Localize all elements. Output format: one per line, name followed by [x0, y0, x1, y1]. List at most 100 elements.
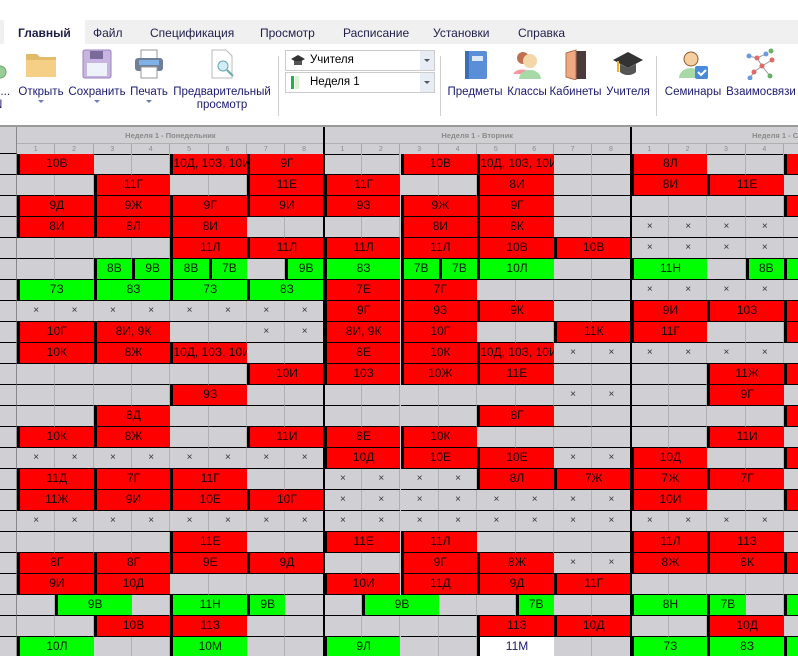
empty-slot[interactable] [323, 217, 363, 238]
empty-slot[interactable] [745, 574, 784, 595]
row-header[interactable] [0, 448, 17, 469]
empty-slot[interactable] [170, 322, 209, 343]
empty-slot[interactable] [553, 406, 593, 427]
row-header[interactable] [0, 553, 17, 574]
empty-slot[interactable] [592, 259, 631, 280]
empty-slot[interactable] [553, 364, 593, 385]
lesson-block[interactable]: 11З [707, 532, 784, 553]
empty-slot[interactable] [94, 637, 133, 656]
empty-slot[interactable] [553, 217, 593, 238]
unavailable-mark[interactable]: × [592, 490, 631, 511]
unavailable-mark[interactable]: × [553, 385, 593, 406]
empty-slot[interactable] [55, 385, 94, 406]
empty-slot[interactable] [554, 637, 593, 656]
unavailable-mark[interactable]: × [400, 469, 439, 490]
row-header[interactable] [0, 280, 17, 301]
lesson-block[interactable]: 8Л [93, 217, 171, 238]
empty-slot[interactable] [477, 532, 516, 553]
empty-slot[interactable] [170, 574, 209, 595]
teachers-button[interactable]: Учителя [605, 48, 651, 99]
lesson-block[interactable]: 10Ж [400, 364, 478, 385]
row-header[interactable] [0, 322, 17, 343]
lesson-block[interactable]: 9Ж [93, 196, 171, 217]
empty-slot[interactable] [55, 175, 94, 196]
subjects-button[interactable]: Предметы [447, 48, 503, 99]
row-header[interactable] [0, 616, 17, 637]
chevron-down-icon[interactable] [420, 73, 434, 92]
unavailable-mark[interactable]: × [477, 490, 516, 511]
print-button[interactable]: Печать [129, 48, 169, 103]
lesson-block[interactable]: 11Г [170, 469, 248, 490]
seminars-button[interactable]: Семинары [663, 48, 723, 99]
unavailable-mark[interactable]: × [438, 490, 478, 511]
lesson-block[interactable]: 11Е [707, 175, 784, 196]
empty-slot[interactable] [592, 532, 631, 553]
empty-slot[interactable] [784, 175, 798, 196]
empty-slot[interactable] [208, 427, 248, 448]
empty-slot[interactable] [477, 280, 516, 301]
lesson-block[interactable]: 9К [477, 301, 554, 322]
lesson-block[interactable]: 11И [247, 427, 324, 448]
empty-slot[interactable] [784, 385, 798, 406]
lesson-block[interactable]: 8И [477, 175, 554, 196]
row-header[interactable] [0, 595, 17, 616]
empty-slot[interactable] [17, 364, 56, 385]
tab-home[interactable]: Главный [4, 20, 85, 44]
empty-slot[interactable] [285, 469, 324, 490]
empty-slot[interactable] [784, 280, 798, 301]
lesson-block[interactable]: 8И [400, 217, 478, 238]
lesson-block[interactable]: 8И [630, 175, 708, 196]
empty-slot[interactable] [745, 448, 784, 469]
view-type-select[interactable]: Учителя [285, 50, 435, 71]
empty-slot[interactable] [17, 595, 56, 616]
save-dropdown-arrow[interactable] [94, 100, 100, 103]
lesson-block[interactable]: 9Г [170, 196, 248, 217]
lesson-block[interactable]: 10Д, 10З, 10И [170, 343, 248, 364]
empty-slot[interactable] [438, 595, 478, 616]
empty-slot[interactable] [400, 175, 439, 196]
empty-slot[interactable] [668, 574, 708, 595]
unavailable-mark[interactable]: × [477, 511, 516, 532]
unavailable-mark[interactable]: × [93, 301, 133, 322]
unavailable-mark[interactable]: × [630, 343, 669, 364]
empty-slot[interactable] [285, 637, 324, 656]
row-header[interactable] [0, 637, 17, 656]
lesson-block[interactable] [784, 490, 798, 511]
lesson-block[interactable]: 10К [400, 343, 478, 364]
row-header[interactable] [0, 154, 17, 175]
unavailable-mark[interactable]: × [668, 343, 708, 364]
unavailable-mark[interactable]: × [285, 448, 324, 469]
group-lesson-block[interactable]: 10Л [477, 259, 554, 280]
empty-slot[interactable] [132, 595, 171, 616]
empty-slot[interactable] [784, 511, 798, 532]
unavailable-mark[interactable]: × [630, 511, 669, 532]
empty-slot[interactable] [784, 532, 798, 553]
empty-slot[interactable] [55, 532, 94, 553]
unavailable-mark[interactable]: × [247, 322, 286, 343]
lesson-block[interactable]: 9Г [400, 553, 478, 574]
empty-slot[interactable] [745, 322, 784, 343]
empty-slot[interactable] [515, 280, 554, 301]
lesson-block[interactable] [784, 196, 798, 217]
empty-slot[interactable] [784, 217, 798, 238]
empty-slot[interactable] [477, 385, 516, 406]
group-lesson-block[interactable] [784, 259, 798, 280]
lesson-block[interactable]: 9И [17, 574, 94, 595]
row-header[interactable] [0, 574, 17, 595]
group-lesson-block[interactable]: 9В [132, 259, 171, 280]
empty-slot[interactable] [630, 364, 669, 385]
lesson-block[interactable]: 8К [707, 553, 784, 574]
unavailable-mark[interactable]: × [630, 238, 669, 259]
empty-slot[interactable] [247, 343, 286, 364]
rooms-button[interactable]: Кабинеты [548, 48, 603, 99]
unavailable-mark[interactable]: × [553, 553, 593, 574]
unavailable-mark[interactable]: × [55, 301, 94, 322]
empty-slot[interactable] [707, 574, 746, 595]
empty-slot[interactable] [668, 364, 708, 385]
row-header[interactable] [0, 196, 17, 217]
lesson-block[interactable]: 11Г [323, 175, 401, 196]
empty-slot[interactable] [17, 238, 56, 259]
lesson-block[interactable]: 9З [323, 196, 401, 217]
group-lesson-block[interactable]: 7В [208, 259, 248, 280]
unavailable-mark[interactable]: × [630, 217, 669, 238]
